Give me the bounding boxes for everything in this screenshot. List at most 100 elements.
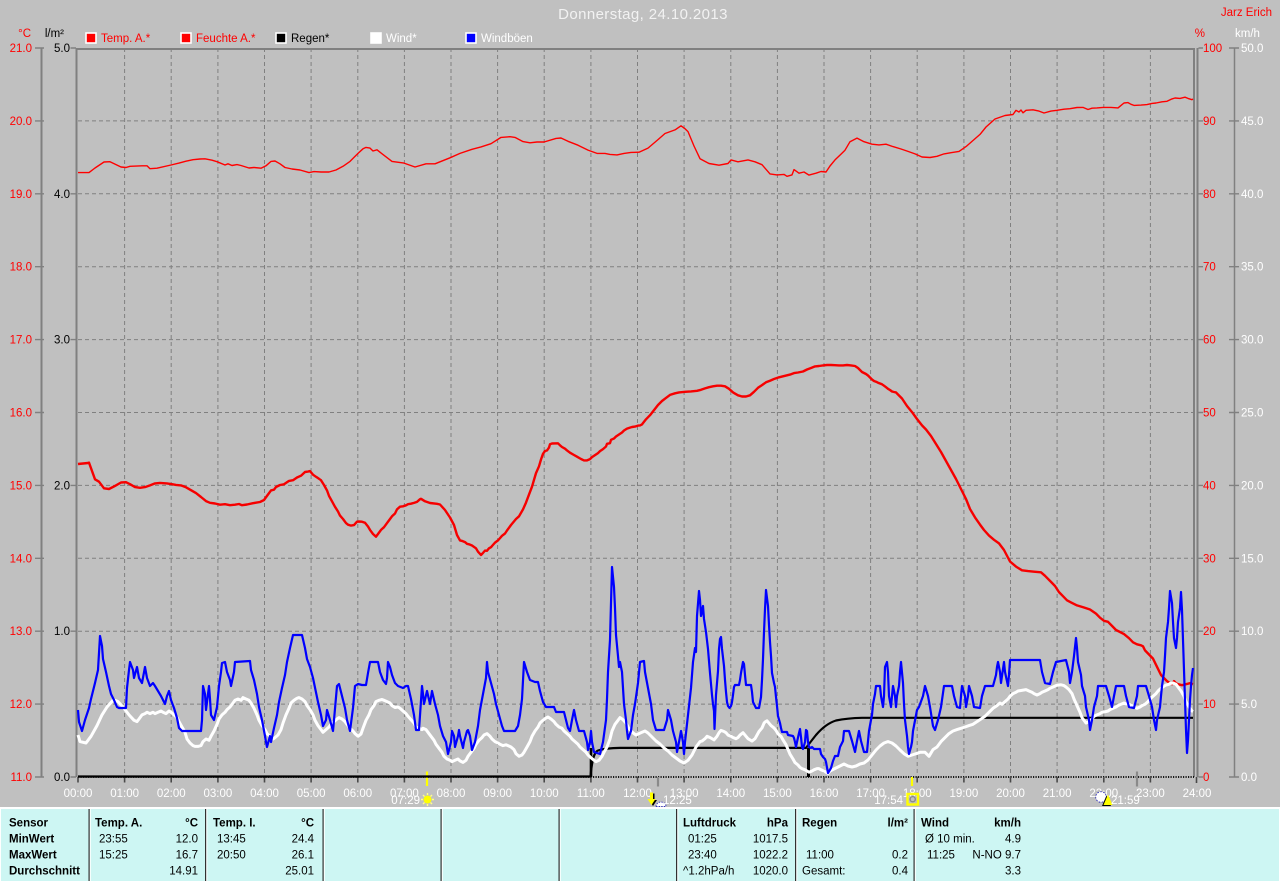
svg-text:07:29: 07:29 [391, 795, 420, 807]
svg-text:Luftdruck: Luftdruck [683, 818, 737, 830]
svg-text:Temp. A.*: Temp. A.* [101, 33, 151, 45]
svg-text:^1.2hPa/h: ^1.2hPa/h [683, 866, 734, 878]
svg-text:19:00: 19:00 [949, 788, 978, 800]
svg-text:10.0: 10.0 [1241, 626, 1263, 638]
svg-text:Durchschnitt: Durchschnitt [9, 866, 80, 878]
svg-text:100: 100 [1203, 43, 1222, 55]
svg-text:0.4: 0.4 [892, 866, 909, 878]
svg-text:50.0: 50.0 [1241, 43, 1263, 55]
svg-text:20:50: 20:50 [217, 850, 246, 862]
svg-text:4.9: 4.9 [1005, 834, 1021, 846]
svg-text:17:54: 17:54 [874, 795, 903, 807]
svg-text:40: 40 [1203, 480, 1216, 492]
svg-text:90: 90 [1203, 116, 1216, 128]
svg-text:00:00: 00:00 [64, 788, 93, 800]
svg-text:km/h: km/h [994, 818, 1021, 830]
svg-text:2.0: 2.0 [54, 480, 70, 492]
svg-text:12.0: 12.0 [176, 834, 198, 846]
svg-text:10:00: 10:00 [530, 788, 559, 800]
svg-text:l/m²: l/m² [888, 818, 909, 830]
svg-text:Regen: Regen [802, 818, 837, 830]
svg-text:01:00: 01:00 [110, 788, 139, 800]
svg-text:0.0: 0.0 [1241, 772, 1257, 784]
svg-text:Feuchte A.*: Feuchte A.* [196, 33, 256, 45]
svg-text:3.3: 3.3 [1005, 866, 1021, 878]
svg-text:N-NO 9.7: N-NO 9.7 [972, 850, 1021, 862]
svg-text:16.0: 16.0 [10, 408, 32, 420]
svg-text:20: 20 [1203, 626, 1216, 638]
svg-text:MinWert: MinWert [9, 834, 54, 846]
svg-text:20.0: 20.0 [10, 116, 32, 128]
svg-text:13:00: 13:00 [670, 788, 699, 800]
svg-text:35.0: 35.0 [1241, 262, 1263, 274]
svg-text:km/h: km/h [1235, 28, 1260, 40]
svg-text:14.0: 14.0 [10, 553, 32, 565]
svg-text:24.4: 24.4 [292, 834, 315, 846]
svg-text:1022.2: 1022.2 [753, 850, 788, 862]
svg-text:12:00: 12:00 [623, 788, 652, 800]
svg-text:05:00: 05:00 [297, 788, 326, 800]
svg-text:17:00: 17:00 [856, 788, 885, 800]
svg-text:02:00: 02:00 [157, 788, 186, 800]
svg-text:16:00: 16:00 [810, 788, 839, 800]
svg-text:Temp. A.: Temp. A. [95, 818, 142, 830]
svg-text:20:00: 20:00 [996, 788, 1025, 800]
svg-text:1020.0: 1020.0 [753, 866, 788, 878]
svg-text:30.0: 30.0 [1241, 335, 1263, 347]
svg-text:11.0: 11.0 [10, 772, 32, 784]
svg-text:15.0: 15.0 [10, 480, 32, 492]
svg-text:23:00: 23:00 [1136, 788, 1165, 800]
svg-text:Sensor: Sensor [9, 818, 49, 830]
svg-text:12:25: 12:25 [663, 795, 692, 807]
svg-text:MaxWert: MaxWert [9, 850, 57, 862]
svg-text:60: 60 [1203, 335, 1216, 347]
svg-text:15:00: 15:00 [763, 788, 792, 800]
svg-text:09:00: 09:00 [483, 788, 512, 800]
svg-text:Wind*: Wind* [386, 33, 417, 45]
svg-text:08:00: 08:00 [437, 788, 466, 800]
svg-text:°C: °C [185, 818, 198, 830]
svg-text:40.0: 40.0 [1241, 189, 1263, 201]
svg-text:14:00: 14:00 [716, 788, 745, 800]
svg-text:23:40: 23:40 [688, 850, 717, 862]
svg-text:0: 0 [1203, 772, 1209, 784]
svg-text:Jarz Erich: Jarz Erich [1221, 7, 1272, 19]
svg-text:°C: °C [301, 818, 314, 830]
svg-text:hPa: hPa [767, 818, 789, 830]
svg-text:04:00: 04:00 [250, 788, 279, 800]
svg-text:26.1: 26.1 [292, 850, 314, 862]
svg-text:15:25: 15:25 [99, 850, 128, 862]
svg-text:50: 50 [1203, 408, 1216, 420]
svg-text:Windböen: Windböen [481, 33, 533, 45]
svg-text:13.0: 13.0 [10, 626, 32, 638]
svg-text:Ø 10 min.: Ø 10 min. [925, 834, 975, 846]
svg-text:20.0: 20.0 [1241, 480, 1263, 492]
svg-text:70: 70 [1203, 262, 1216, 274]
svg-text:10: 10 [1203, 699, 1216, 711]
svg-text:80: 80 [1203, 189, 1216, 201]
svg-text:13:45: 13:45 [217, 834, 246, 846]
svg-text:24:00: 24:00 [1183, 788, 1212, 800]
svg-text:Regen*: Regen* [291, 33, 330, 45]
svg-text:21.0: 21.0 [10, 43, 32, 55]
svg-text:11:00: 11:00 [806, 850, 834, 862]
svg-text:07:00: 07:00 [390, 788, 419, 800]
svg-text:23:55: 23:55 [99, 834, 128, 846]
svg-text:1.0: 1.0 [54, 626, 70, 638]
svg-text:25.0: 25.0 [1241, 408, 1263, 420]
svg-text:18.0: 18.0 [10, 262, 32, 274]
svg-text:21:59: 21:59 [1111, 795, 1140, 807]
svg-text:0.0: 0.0 [54, 772, 70, 784]
svg-text:0.2: 0.2 [892, 850, 908, 862]
svg-text:12.0: 12.0 [10, 699, 32, 711]
svg-text:Temp. I.: Temp. I. [213, 818, 256, 830]
svg-text:15.0: 15.0 [1241, 553, 1263, 565]
svg-text:5.0: 5.0 [54, 43, 70, 55]
svg-text:01:25: 01:25 [688, 834, 717, 846]
svg-text:21:00: 21:00 [1043, 788, 1072, 800]
svg-text:11:25: 11:25 [927, 850, 955, 862]
svg-text:25.01: 25.01 [285, 866, 314, 878]
svg-text:Wind: Wind [921, 818, 949, 830]
svg-text:4.0: 4.0 [54, 189, 70, 201]
svg-text:Donnerstag, 24.10.2013: Donnerstag, 24.10.2013 [558, 6, 728, 23]
